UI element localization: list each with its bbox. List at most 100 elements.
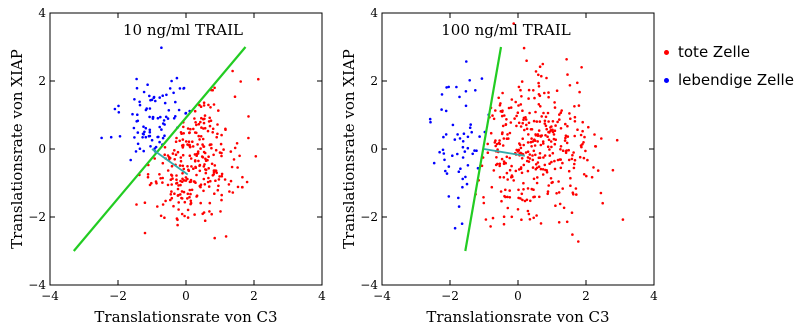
scatter-point (508, 131, 512, 135)
scatter-point (546, 145, 550, 148)
scatter-point (540, 74, 543, 78)
scatter-point (537, 73, 540, 77)
scatter-point (152, 96, 156, 99)
scatter-point (554, 204, 557, 207)
y-tick-label: −4 (28, 278, 46, 292)
scatter-point (184, 179, 188, 182)
scatter-point (564, 151, 568, 155)
tick-marks-100ng (381, 12, 655, 286)
scatter-point (143, 231, 147, 235)
tick-labels-100ng: −4 −2 0 2 4 −4 −2 0 2 4 (360, 6, 658, 303)
x-tick-label: −2 (109, 289, 127, 303)
scatter-point (573, 158, 577, 162)
scatter-point (490, 185, 494, 189)
scatter-point (553, 159, 556, 163)
scatter-point (160, 46, 163, 49)
scatter-point (500, 199, 503, 203)
scatter-point (563, 139, 567, 142)
scatter-point (207, 120, 211, 123)
scatter-point (194, 181, 197, 184)
scatter-point (550, 145, 553, 149)
scatter-point (581, 129, 584, 133)
scatter-point (447, 165, 451, 168)
scatter-point (543, 119, 547, 123)
scatter-point (528, 111, 531, 115)
tick-labels-10ng: −4 −2 0 2 4 −4 −2 0 2 4 (28, 6, 326, 303)
scatter-point (230, 165, 234, 169)
scatter-point (247, 136, 250, 140)
scatter-point (172, 204, 175, 208)
scatter-point (175, 136, 178, 140)
scatter-point (166, 169, 170, 172)
xlabel-10ng: Translationsrate von C3 (94, 308, 277, 326)
scatter-point (510, 215, 514, 219)
scatter-point (499, 190, 503, 193)
scatter-point (571, 153, 574, 157)
scatter-point (235, 142, 239, 145)
scatter-point (550, 160, 553, 164)
scatter-point (594, 145, 597, 148)
scatter-point (117, 104, 120, 108)
scatter-point (470, 130, 474, 134)
legend-marker-red (664, 49, 669, 55)
scatter-point (538, 152, 542, 155)
scatter-point (257, 77, 260, 81)
scatter-point (173, 158, 176, 161)
scatter-point (202, 117, 205, 121)
scatter-point (536, 140, 539, 143)
scatter-point (543, 163, 547, 167)
scatter-points-100ng (428, 22, 625, 243)
scatter-point (567, 158, 571, 162)
scatter-point (144, 135, 148, 139)
scatter-point (461, 145, 465, 149)
scatter-point (546, 135, 549, 138)
scatter-point (541, 140, 545, 143)
scatter-point (534, 163, 538, 166)
scatter-point (585, 174, 588, 178)
scatter-point (584, 149, 587, 153)
scatter-point (574, 187, 578, 190)
scatter-point (193, 109, 197, 113)
scatter-point (188, 180, 192, 184)
scatter-point (224, 128, 227, 131)
scatter-point (524, 151, 528, 154)
scatter-point (554, 124, 557, 127)
scatter-point (148, 128, 152, 132)
scatter-point (593, 133, 596, 136)
scatter-point (155, 182, 158, 185)
scatter-point (549, 129, 553, 132)
scatter-point (199, 120, 202, 124)
scatter-point (179, 193, 182, 196)
scatter-point (144, 126, 148, 130)
scatter-point (526, 209, 530, 213)
scatter-point (565, 141, 569, 145)
scatter-point (506, 178, 510, 181)
scatter-point (547, 95, 550, 99)
scatter-point (153, 157, 156, 160)
scatter-point (212, 153, 215, 157)
scatter-point (170, 174, 174, 177)
legend-marker-blue (664, 77, 669, 83)
scatter-point (176, 218, 179, 222)
scatter-point (176, 223, 179, 227)
scatter-point (240, 185, 244, 189)
scatter-point (238, 154, 241, 158)
scatter-point (146, 175, 150, 179)
scatter-point (151, 115, 155, 119)
scatter-point (210, 162, 214, 166)
scatter-point (162, 119, 166, 122)
scatter-point (529, 199, 532, 203)
scatter-point (163, 123, 166, 126)
scatter-point (442, 135, 445, 139)
scatter-point (586, 158, 589, 162)
scatter-point (498, 175, 502, 179)
normal-vector-line (483, 148, 525, 157)
scatter-point (559, 166, 563, 170)
scatter-point (444, 169, 447, 173)
scatter-point (117, 111, 121, 114)
scatter-point (189, 157, 193, 160)
scatter-point (170, 190, 173, 193)
scatter-point (498, 162, 502, 166)
scatter-point (172, 91, 175, 95)
scatter-point (132, 126, 136, 130)
